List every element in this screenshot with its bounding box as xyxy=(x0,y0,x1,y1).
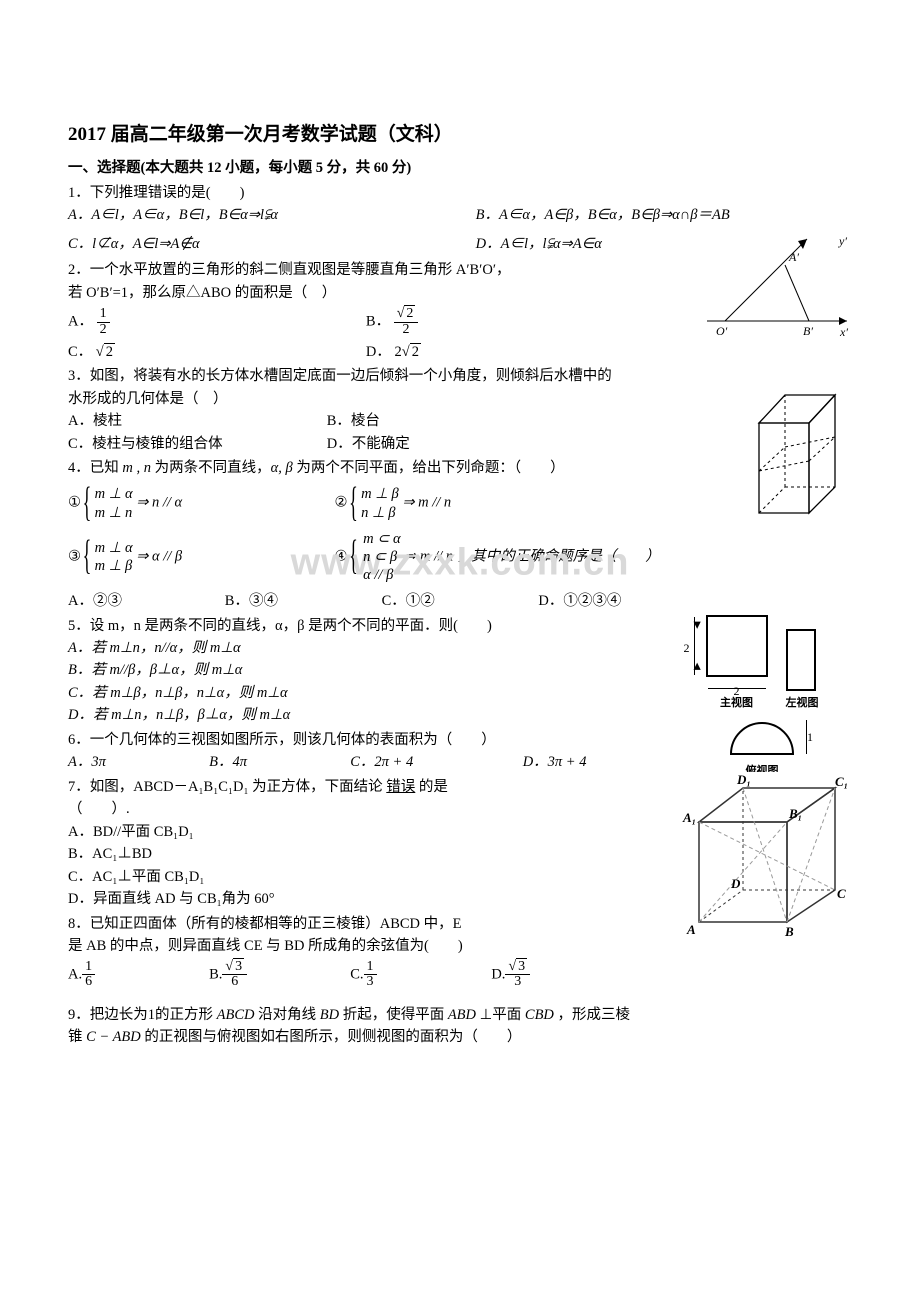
section-heading: 一、选择题(本大题共 12 小题，每小题 5 分，共 60 分) xyxy=(68,157,852,179)
q7-stem3: （ ）. xyxy=(68,801,130,817)
q3-optC: C．棱柱与棱锥的组合体 xyxy=(68,433,327,455)
q6-optB: B．4π xyxy=(209,751,350,773)
question-4: 4．已知 m , n 为两条不同直线，α, β 为两个不同平面，给出下列命题：（… xyxy=(68,457,852,613)
q8-optB: B.36 xyxy=(209,960,350,990)
q2-optA: A． 12 xyxy=(68,307,366,337)
q9-stem2: 锥 C − ABD 的正视图与俯视图如右图所示，则侧视图的面积为（ ） xyxy=(68,1026,852,1048)
q7-stem1: 7．如图，ABCD－A₁B₁C₁D₁ 为正方体，下面结论 xyxy=(68,779,383,795)
q4-optA: A．②③ xyxy=(68,590,225,612)
q6-zuo-label: 左视图 xyxy=(786,695,819,712)
question-6: 6．一个几何体的三视图如图所示，则该几何体的表面积为（ ） A．3π B．4π … xyxy=(68,729,852,774)
question-5: ▾ ▴ 2 2 主视图 左视图 xyxy=(68,615,852,727)
q5-optD: D．若 m⊥n，n⊥β，β⊥α，则 m⊥α xyxy=(68,704,648,726)
q2-optB: B． 22 xyxy=(366,307,418,337)
q6-optA: A．3π xyxy=(68,751,209,773)
q6-stem: 6．一个几何体的三视图如图所示，则该几何体的表面积为（ ） xyxy=(68,729,648,751)
question-8: 8．已知正四面体（所有的棱都相等的正三棱锥）ABCD 中，E 是 AB 的中点，… xyxy=(68,913,852,990)
q8-optC: C.13 xyxy=(350,960,491,990)
q7-stem2: 的是 xyxy=(419,779,448,795)
svg-text:B₁: B₁ xyxy=(788,806,802,821)
svg-text:C₁: C₁ xyxy=(835,774,848,789)
q1-optC: C．l⊄α，A∈l⇒A∉α xyxy=(68,236,200,252)
q2-fig-x: x′ xyxy=(839,325,848,339)
q2-stem2: 若 O′B′=1，那么原△ABO 的面积是（ ） xyxy=(68,285,336,301)
svg-text:C: C xyxy=(837,886,846,901)
exam-title: 2017 届高二年级第一次月考数学试题（文科） xyxy=(68,120,852,149)
q4-prop2: ② m ⊥ βn ⊥ β ⇒ m // n xyxy=(335,485,452,521)
q4-optC: C．①② xyxy=(382,590,539,612)
q1-optA: A．A∈l，A∈α，B∈l，B∈α⇒l⫋α xyxy=(68,207,278,223)
q9-stem1: 9．把边长为1的正方形 ABCD 沿对角线 BD 折起，使得平面 ABD ⊥平面… xyxy=(68,1004,852,1026)
q2-fig-A: A′ xyxy=(788,250,799,264)
q5-optA: A．若 m⊥n，n//α，则 m⊥α xyxy=(68,637,648,659)
q1-optB: B．A∈α，A∈β，B∈α，B∈β⇒α∩β＝AB xyxy=(476,207,730,223)
q5-optC: C．若 m⊥β，n⊥β，n⊥α，则 m⊥α xyxy=(68,682,648,704)
q3-optD: D．不能确定 xyxy=(327,433,410,455)
q4-optB: B．③④ xyxy=(225,590,382,612)
q6-optC: C．2π + 4 xyxy=(350,751,522,773)
question-9: 9．把边长为1的正方形 ABCD 沿对角线 BD 折起，使得平面 ABD ⊥平面… xyxy=(68,1004,852,1049)
q2-fig-O: O′ xyxy=(716,324,728,338)
q6-optD: D．3π + 4 xyxy=(523,751,587,773)
q1-optD: D．A∈l，l⫋α⇒A∈α xyxy=(476,236,602,252)
svg-text:D: D xyxy=(730,876,741,891)
q1-stem: 1．下列推理错误的是( ) xyxy=(68,182,852,204)
question-2: y′ A′ O′ B′ x′ 2．一个水平放置的三角形的斜二侧直观图是等腰直角三… xyxy=(68,259,852,363)
q2-fig-y: y′ xyxy=(838,234,847,248)
q8-stem2: 是 AB 的中点，则异面直线 CE 与 BD 所成角的余弦值为( ) xyxy=(68,938,463,954)
q3-stem2: 水形成的几何体是（ ） xyxy=(68,391,228,407)
q2-figure: y′ A′ O′ B′ x′ xyxy=(697,233,852,343)
q2-optC: C． 2 xyxy=(68,341,366,363)
q8-optD: D.33 xyxy=(491,960,530,990)
q5-optB: B．若 m//β，β⊥α，则 m⊥α xyxy=(68,659,648,681)
svg-text:A₁: A₁ xyxy=(682,810,696,825)
question-3: 3．如图，将装有水的长方体水槽固定底面一边后倾斜一个小角度，则倾斜后水槽中的 水… xyxy=(68,365,852,455)
question-7: D₁ C₁ A₁ B₁ A B C D 7．如图，ABCD－A₁B₁C₁D₁ 为… xyxy=(68,776,852,911)
q4-prop1: ① m ⊥ αm ⊥ n ⇒ n // α xyxy=(68,485,335,521)
q2-stem1: 2．一个水平放置的三角形的斜二侧直观图是等腰直角三角形 A′B′O′， xyxy=(68,262,511,278)
q3-optB: B．棱台 xyxy=(327,410,380,432)
q4-optD: D．①②③④ xyxy=(538,590,621,612)
q3-stem1: 3．如图，将装有水的长方体水槽固定底面一边后倾斜一个小角度，则倾斜后水槽中的 xyxy=(68,368,612,384)
q4-stem: 4．已知 m , n 为两条不同直线，α, β 为两个不同平面，给出下列命题：（… xyxy=(68,457,852,479)
svg-text:D₁: D₁ xyxy=(736,772,751,787)
q8-stem1: 8．已知正四面体（所有的棱都相等的正三棱锥）ABCD 中，E xyxy=(68,916,462,932)
q4-prop3: ③ m ⊥ αm ⊥ β ⇒ α // β xyxy=(68,539,335,575)
section1-text: 一、选择题(本大题共 12 小题，每小题 5 分，共 60 分) xyxy=(68,160,411,176)
q8-optA: A.16 xyxy=(68,960,209,990)
q7-err: 错误 xyxy=(386,779,415,795)
q3-optA: A．棱柱 xyxy=(68,410,327,432)
q2-optD: D． 22 xyxy=(366,341,421,363)
q2-fig-B: B′ xyxy=(803,324,813,338)
q5-stem: 5．设 m，n 是两条不同的直线，α，β 是两个不同的平面．则( ) xyxy=(68,615,648,637)
q4-prop4: ④ m ⊂ αn ⊂ βα // β ⇒ m // n ，其中的正确命题序是（ … xyxy=(335,530,660,584)
